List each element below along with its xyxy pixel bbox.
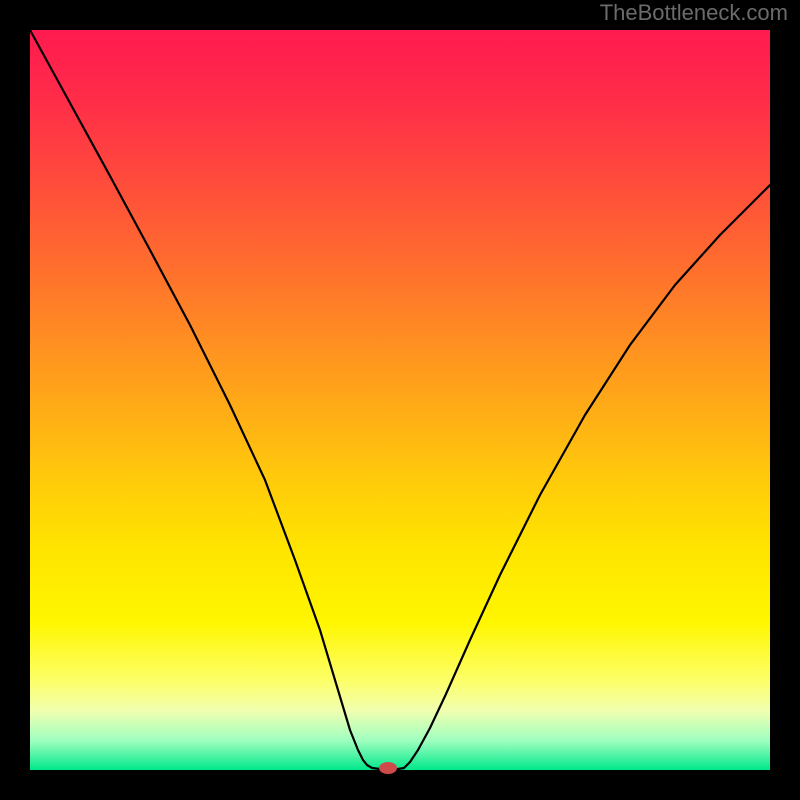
bottleneck-chart [0, 0, 800, 800]
watermark-text: TheBottleneck.com [600, 0, 788, 26]
optimum-marker [379, 762, 397, 774]
chart-background-gradient [30, 30, 770, 770]
